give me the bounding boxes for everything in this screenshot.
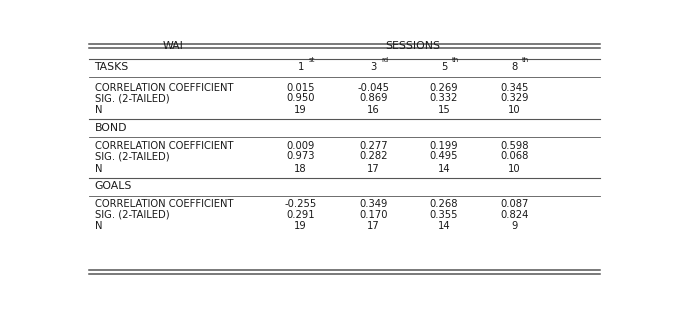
Text: N: N (94, 105, 102, 115)
Text: 14: 14 (437, 221, 450, 231)
Text: CORRELATION COEFFICIENT: CORRELATION COEFFICIENT (94, 83, 233, 93)
Text: CORRELATION COEFFICIENT: CORRELATION COEFFICIENT (94, 199, 233, 209)
Text: CORRELATION COEFFICIENT: CORRELATION COEFFICIENT (94, 140, 233, 151)
Text: 0.291: 0.291 (286, 210, 315, 220)
Text: SIG. (2-TAILED): SIG. (2-TAILED) (94, 210, 169, 220)
Text: 5: 5 (441, 62, 447, 72)
Text: 0.199: 0.199 (429, 140, 458, 151)
Text: 0.009: 0.009 (287, 140, 315, 151)
Text: 0.869: 0.869 (359, 93, 388, 103)
Text: SESSIONS: SESSIONS (385, 41, 440, 51)
Text: TASKS: TASKS (94, 62, 129, 72)
Text: WAI: WAI (162, 41, 183, 51)
Text: 0.269: 0.269 (429, 83, 458, 93)
Text: 19: 19 (294, 221, 307, 231)
Text: SIG. (2-TAILED): SIG. (2-TAILED) (94, 93, 169, 103)
Text: 19: 19 (294, 105, 307, 115)
Text: 17: 17 (367, 164, 380, 174)
Text: 0.087: 0.087 (500, 199, 528, 209)
Text: 0.170: 0.170 (359, 210, 388, 220)
Text: 10: 10 (508, 164, 521, 174)
Text: 0.598: 0.598 (500, 140, 529, 151)
Text: -0.045: -0.045 (357, 83, 390, 93)
Text: rd: rd (382, 57, 388, 63)
Text: 0.332: 0.332 (430, 93, 458, 103)
Text: 0.495: 0.495 (430, 151, 458, 161)
Text: 16: 16 (367, 105, 380, 115)
Text: 3: 3 (370, 62, 377, 72)
Text: 0.015: 0.015 (286, 83, 315, 93)
Text: 8: 8 (511, 62, 518, 72)
Text: 10: 10 (508, 105, 521, 115)
Text: 0.277: 0.277 (359, 140, 388, 151)
Text: N: N (94, 164, 102, 174)
Text: -0.255: -0.255 (285, 199, 317, 209)
Text: 15: 15 (437, 105, 450, 115)
Text: st: st (308, 57, 315, 63)
Text: 0.068: 0.068 (500, 151, 528, 161)
Text: 18: 18 (294, 164, 307, 174)
Text: SIG. (2-TAILED): SIG. (2-TAILED) (94, 151, 169, 161)
Text: th: th (522, 57, 530, 63)
Text: th: th (452, 57, 459, 63)
Text: 0.824: 0.824 (500, 210, 528, 220)
Text: 17: 17 (367, 221, 380, 231)
Text: 0.345: 0.345 (500, 83, 528, 93)
Text: 0.973: 0.973 (286, 151, 315, 161)
Text: 0.268: 0.268 (430, 199, 458, 209)
Text: GOALS: GOALS (94, 181, 132, 191)
Text: BOND: BOND (94, 123, 127, 132)
Text: 0.349: 0.349 (359, 199, 388, 209)
Text: 0.329: 0.329 (500, 93, 529, 103)
Text: 0.355: 0.355 (430, 210, 458, 220)
Text: 1: 1 (297, 62, 304, 72)
Text: 14: 14 (437, 164, 450, 174)
Text: N: N (94, 221, 102, 231)
Text: 0.282: 0.282 (359, 151, 388, 161)
Text: 0.950: 0.950 (286, 93, 315, 103)
Text: 9: 9 (511, 221, 518, 231)
